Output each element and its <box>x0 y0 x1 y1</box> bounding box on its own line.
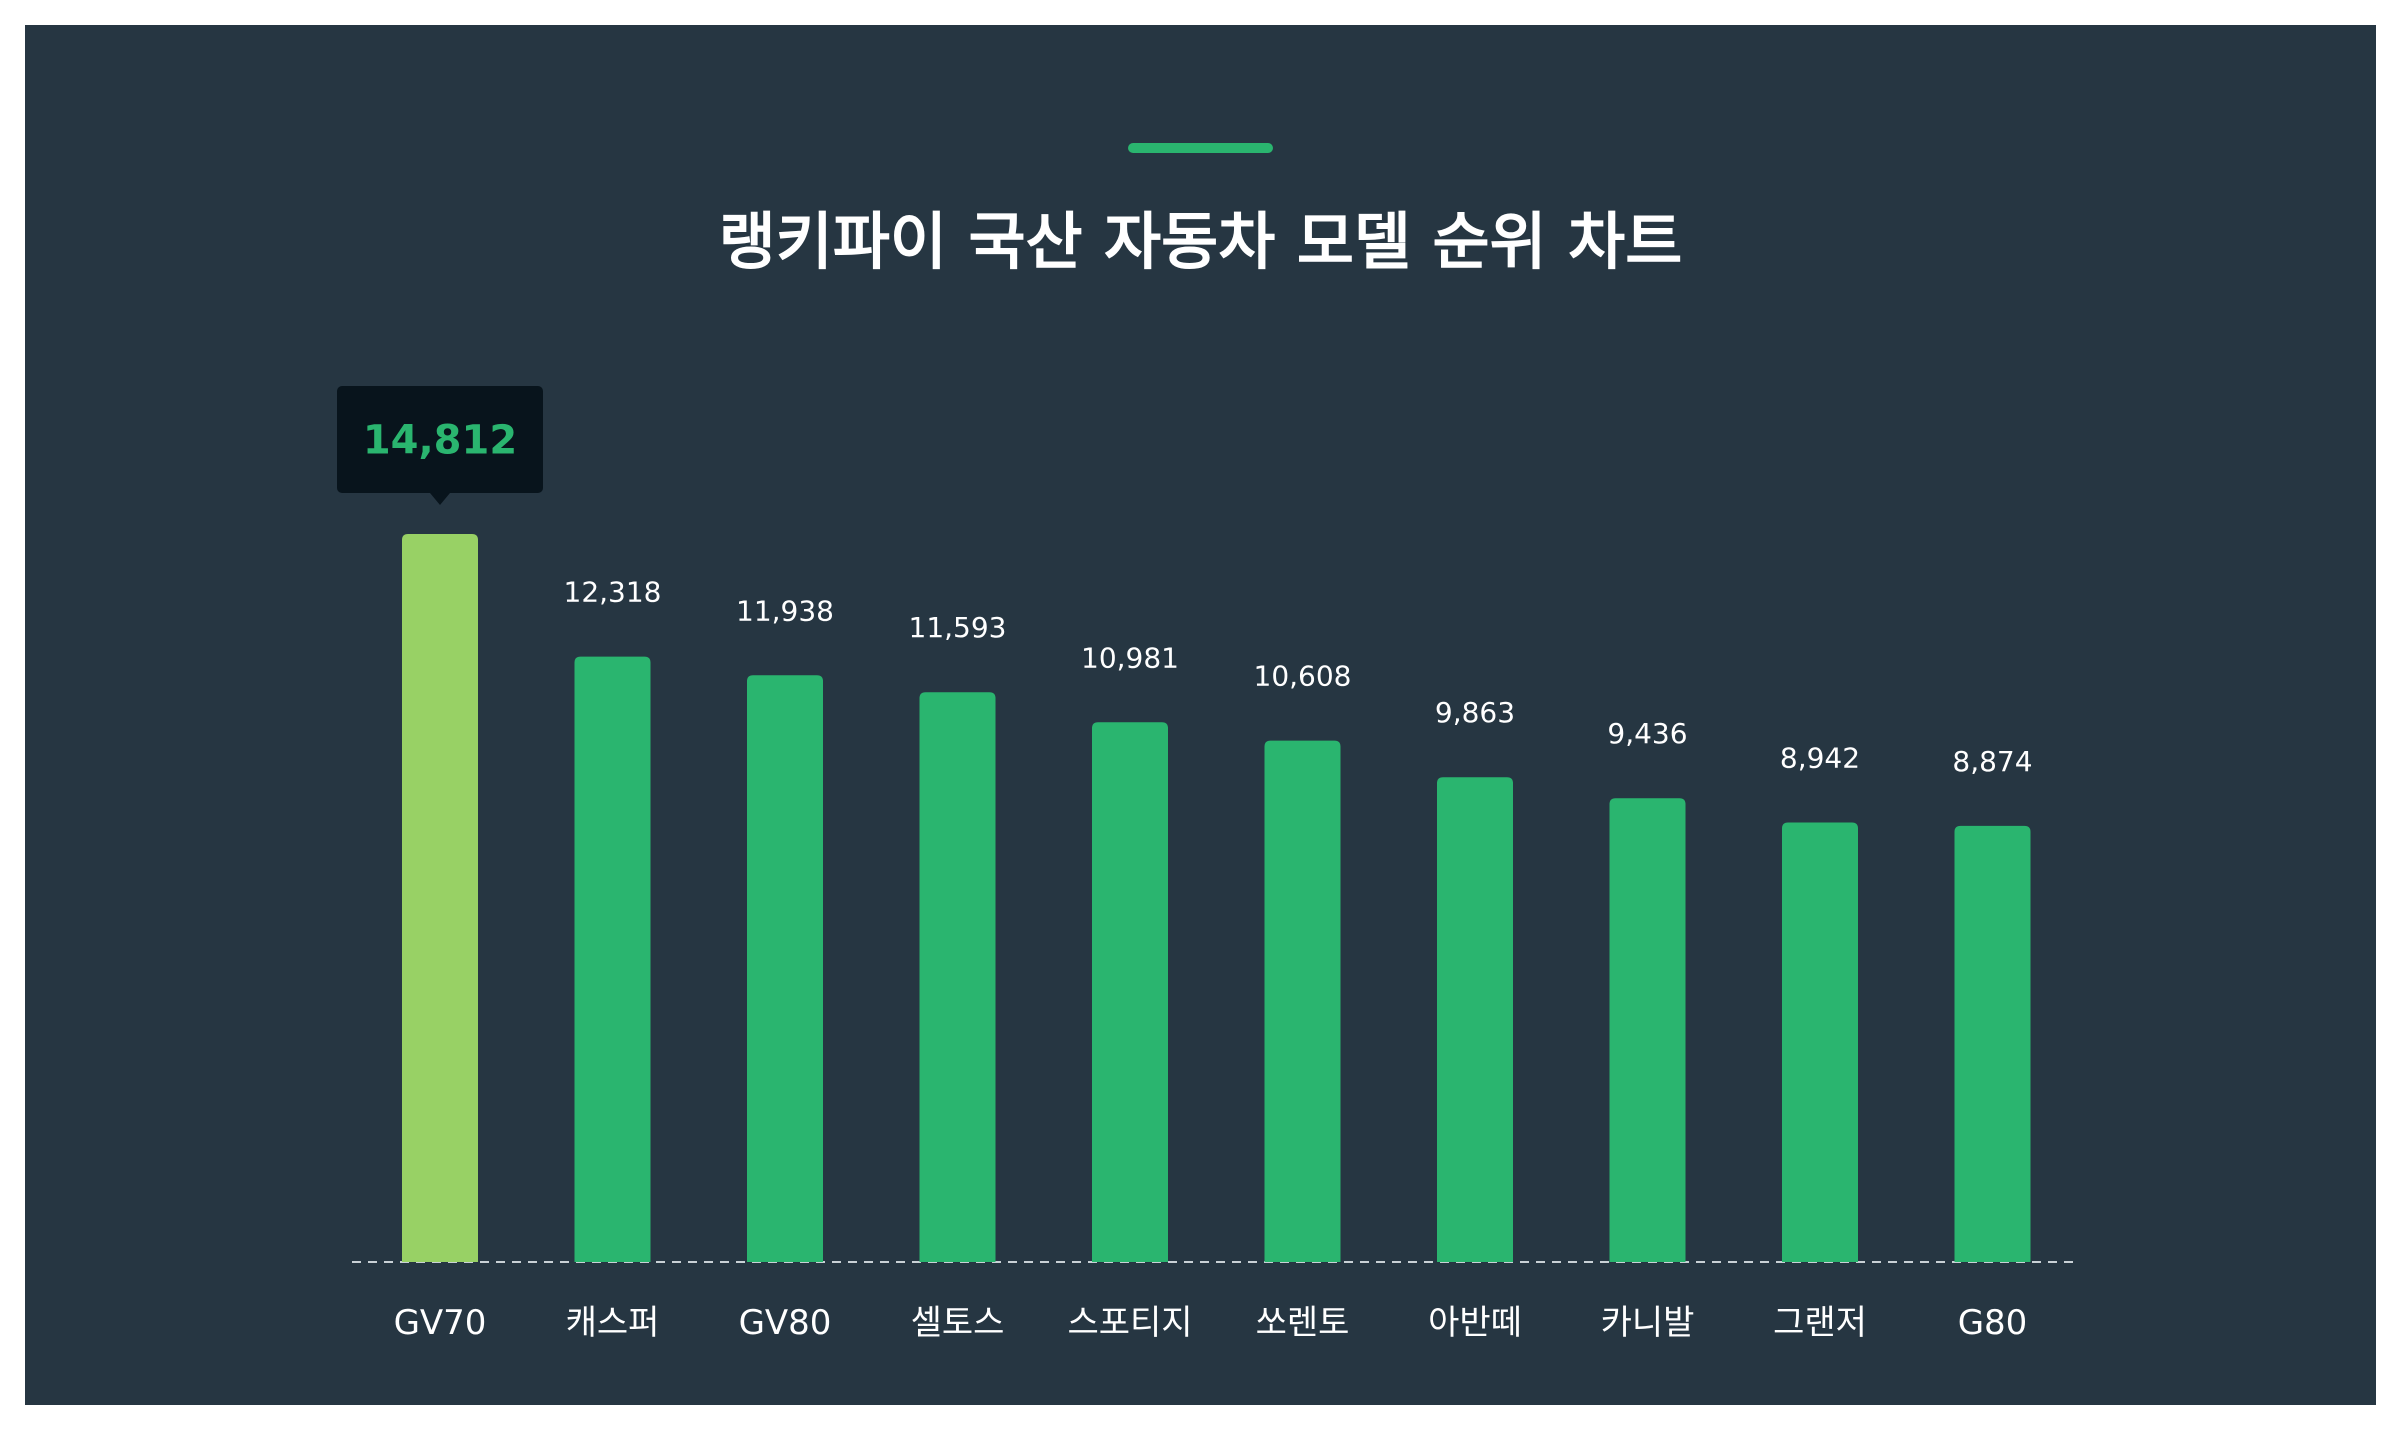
bar-1[interactable] <box>574 656 651 1262</box>
value-label-3: 11,593 <box>909 611 1007 644</box>
category-label-5: 쏘렌토 <box>1256 1303 1350 1343</box>
bar-3[interactable] <box>919 692 996 1262</box>
value-label-6: 9,863 <box>1435 696 1515 729</box>
bar-9[interactable] <box>1954 825 2031 1262</box>
bar-4[interactable] <box>1092 722 1168 1262</box>
value-label-1: 12,318 <box>564 576 662 609</box>
category-label-4: 스포티지 <box>1067 1303 1192 1343</box>
value-label-4: 10,981 <box>1081 641 1179 674</box>
value-label-9: 8,874 <box>1952 745 2032 778</box>
category-label-0: GV70 <box>394 1303 487 1343</box>
bar-6[interactable] <box>1437 777 1513 1262</box>
bar-8[interactable] <box>1782 822 1858 1262</box>
chart-panel: 랭키파이 국산 자동차 모델 순위 차트 GV70 14,812 캐스퍼 12,318… <box>25 25 2376 1405</box>
category-label-6: 아반떼 <box>1428 1303 1522 1343</box>
category-label-8: 그랜저 <box>1773 1303 1867 1343</box>
value-label-7: 9,436 <box>1607 717 1687 750</box>
category-label-9: G80 <box>1958 1303 2028 1343</box>
value-label-0: 14,812 <box>363 418 517 464</box>
value-label-8: 8,942 <box>1780 742 1860 775</box>
category-label-7: 카니발 <box>1601 1303 1695 1343</box>
category-label-1: 캐스퍼 <box>566 1303 660 1343</box>
bar-7[interactable] <box>1609 798 1686 1262</box>
value-label-2: 11,938 <box>736 594 834 627</box>
title-accent-line <box>1128 143 1273 153</box>
category-label-2: GV80 <box>739 1303 832 1343</box>
bar-5[interactable] <box>1264 740 1341 1262</box>
tooltip-pointer <box>430 493 450 505</box>
bar-chart: GV70 14,812 캐스퍼 12,318 GV80 11,938 셀토스 11,593 스포… <box>337 386 2080 1343</box>
highlight-tooltip: 14,812 <box>337 386 543 505</box>
chart-title: 랭키파이 국산 자동차 모델 순위 차트 <box>718 205 1683 278</box>
category-label-3: 셀토스 <box>911 1303 1005 1343</box>
value-label-5: 10,608 <box>1254 660 1352 693</box>
tooltip-box <box>337 386 543 493</box>
bar-2[interactable] <box>747 675 823 1262</box>
bar-0[interactable] <box>402 534 478 1262</box>
